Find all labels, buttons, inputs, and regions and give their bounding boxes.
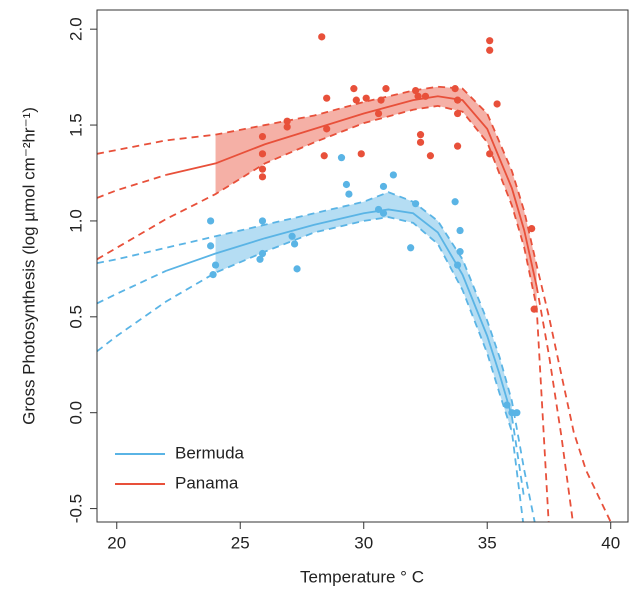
y-axis-label: Gross Photosynthesis (log µmol cm⁻²hr⁻¹) (19, 107, 38, 425)
y-tick-label: 0.5 (66, 305, 85, 329)
data-point (451, 85, 459, 93)
x-tick-label: 20 (107, 533, 126, 552)
data-point (453, 261, 462, 269)
data-point (293, 265, 301, 273)
data-point (456, 248, 464, 256)
data-point (513, 409, 521, 417)
data-point (486, 150, 494, 158)
data-point (337, 154, 346, 162)
plot-area (97, 33, 612, 522)
fit-line (165, 208, 513, 417)
data-point (345, 190, 353, 198)
data-point (453, 96, 462, 104)
data-point (530, 305, 538, 313)
data-point (211, 261, 220, 269)
data-point (258, 249, 267, 258)
data-point (258, 150, 267, 158)
data-point (486, 46, 494, 54)
legend-label: Panama (175, 473, 239, 492)
data-point (503, 401, 511, 409)
y-tick-label: 1.5 (66, 113, 85, 137)
data-point (407, 244, 415, 252)
data-point (320, 152, 328, 160)
data-point (389, 171, 397, 179)
data-point (374, 205, 383, 214)
data-point (207, 242, 215, 250)
data-point (209, 271, 217, 279)
fit-extrapolation (511, 416, 526, 500)
x-tick-label: 25 (231, 533, 250, 552)
data-point (283, 123, 291, 131)
data-point (288, 232, 296, 240)
data-point (421, 92, 430, 100)
data-point (412, 200, 420, 208)
x-axis-label: Temperature ° C (300, 567, 424, 586)
data-point (426, 152, 435, 160)
data-point (374, 109, 383, 118)
data-point (258, 217, 267, 225)
ci-line (97, 85, 612, 522)
data-point (256, 255, 264, 263)
data-point (258, 132, 267, 141)
data-point (290, 240, 299, 248)
legend-label: Bermuda (175, 443, 245, 462)
y-tick-label: -0.5 (66, 494, 85, 523)
data-point (453, 142, 462, 150)
ci-line (97, 191, 536, 522)
data-point (323, 125, 331, 133)
x-tick-label: 40 (601, 533, 620, 552)
confidence-band (215, 86, 537, 308)
data-point (414, 92, 422, 100)
data-point (493, 100, 501, 108)
data-point (352, 96, 360, 104)
data-point (342, 180, 351, 189)
data-point (377, 96, 385, 104)
y-tick-label: 0.0 (66, 401, 85, 425)
data-point (451, 198, 459, 206)
data-point (416, 138, 425, 146)
data-point (379, 209, 388, 217)
data-point (382, 85, 390, 93)
data-point (416, 131, 425, 139)
data-point (362, 94, 370, 102)
axes: 20 25 30 35 40 -0.5 0.0 0.5 1.0 1.5 2.0 (66, 17, 620, 552)
data-point (486, 37, 494, 45)
legend: Bermuda Panama (115, 443, 245, 492)
data-point (350, 85, 358, 93)
data-point (258, 173, 267, 181)
x-tick-label: 30 (354, 533, 373, 552)
data-point (528, 225, 536, 233)
data-point (323, 94, 331, 102)
data-point (283, 117, 291, 125)
data-point (207, 217, 215, 225)
data-point (318, 33, 326, 41)
data-point (258, 165, 267, 173)
data-point (508, 409, 516, 417)
data-point (456, 226, 464, 235)
data-point (453, 109, 462, 118)
x-tick-label: 35 (478, 533, 497, 552)
data-point (357, 150, 365, 158)
y-tick-label: 2.0 (66, 17, 85, 41)
ci-line (97, 104, 550, 522)
data-point (412, 86, 420, 95)
fit-extrapolation (535, 285, 574, 522)
ci-line (97, 216, 524, 522)
data-point (379, 182, 388, 191)
y-tick-label: 1.0 (66, 209, 85, 233)
plot-frame (96, 9, 629, 523)
